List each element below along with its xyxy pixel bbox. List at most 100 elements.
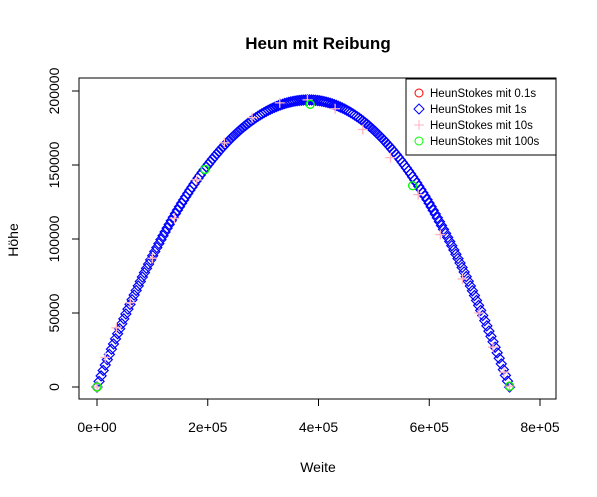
data-point: [212, 145, 225, 158]
data-point: [305, 99, 315, 109]
data-point: [105, 343, 118, 355]
data-point: [435, 229, 446, 240]
legend-label: HeunStokes mit 100s: [430, 136, 540, 148]
data-point: [272, 99, 285, 112]
data-point: [439, 227, 452, 240]
data-point: [206, 153, 219, 165]
data-point: [318, 95, 330, 108]
data-point: [140, 262, 153, 275]
data-point: [268, 101, 281, 114]
x-tick-label: 2e+05: [188, 419, 228, 435]
data-point: [429, 208, 442, 220]
data-point: [324, 97, 336, 110]
series-1: [92, 381, 515, 392]
data-point: [425, 200, 438, 213]
y-axis-label: Höhe: [5, 223, 21, 257]
data-point: [433, 215, 446, 228]
y-tick-label: 0: [46, 383, 62, 391]
data-point: [493, 352, 506, 365]
data-point: [147, 253, 158, 264]
data-point: [101, 353, 114, 366]
data-point: [499, 367, 510, 378]
data-point: [138, 266, 151, 279]
data-point: [92, 382, 102, 392]
data-point: [485, 330, 497, 343]
data-point: [421, 193, 433, 206]
data-point: [450, 248, 462, 261]
chart-title: Heun mit Reibung: [245, 34, 390, 53]
data-point: [491, 346, 504, 359]
legend-item: HeunStokes mit 0.1s: [414, 88, 536, 100]
data-point: [111, 327, 124, 340]
legend-label: HeunStokes mit 1s: [430, 104, 527, 116]
legend-item: HeunStokes mit 10s: [414, 120, 533, 132]
x-axis: 0e+00 2e+05 4e+05 6e+05 8e+05: [77, 398, 560, 435]
data-point: [163, 218, 176, 231]
legend-label: HeunStokes mit 10s: [430, 120, 533, 132]
legend-marker: [414, 88, 424, 98]
data-point: [208, 150, 221, 163]
data-point: [357, 124, 368, 135]
y-axis: 0 50000 100000 150000 200000: [46, 67, 80, 391]
data-point: [443, 235, 456, 248]
data-point: [200, 164, 210, 175]
legend-marker: [414, 120, 424, 130]
y-tick-label: 200000: [46, 67, 62, 114]
data-point: [489, 341, 501, 354]
data-point: [169, 213, 180, 224]
data-point: [148, 245, 161, 258]
legend-label: HeunStokes mit 0.1s: [430, 88, 536, 100]
x-axis-label: Weite: [300, 459, 336, 475]
data-point: [210, 148, 223, 160]
data-point: [466, 284, 479, 297]
data-point: [468, 289, 481, 302]
data-point: [504, 381, 515, 392]
y-tick-label: 150000: [46, 141, 62, 188]
legend-item: HeunStokes mit 1s: [413, 103, 527, 116]
data-point: [153, 237, 165, 250]
data-point: [452, 252, 464, 265]
x-tick-label: 0e+00: [77, 419, 117, 435]
data-point: [161, 222, 173, 235]
axes: 0e+00 2e+05 4e+05 6e+05 8e+05 0 50000 100000 150…: [46, 67, 560, 435]
data-point: [417, 186, 429, 199]
data-point: [474, 308, 485, 318]
data-point: [136, 271, 149, 283]
data-point: [191, 174, 202, 185]
data-point: [407, 181, 418, 191]
data-point: [385, 152, 396, 163]
data-point: [431, 211, 444, 224]
data-point: [132, 280, 145, 292]
data-point: [157, 229, 169, 242]
legend: HeunStokes mit 0.1s HeunStokes mit 1s Heun…: [405, 78, 557, 156]
data-point: [109, 332, 122, 345]
data-point: [120, 308, 132, 320]
data-point: [159, 226, 171, 238]
legend-marker: [414, 136, 424, 146]
data-point: [97, 364, 110, 377]
x-tick-label: 8e+05: [520, 419, 560, 435]
data-point: [441, 231, 454, 244]
data-point: [155, 233, 167, 246]
data-point: [454, 257, 466, 269]
y-tick-label: 100000: [46, 215, 62, 262]
data-point: [458, 266, 471, 278]
data-point: [125, 297, 136, 308]
data-point: [167, 211, 180, 224]
data-point: [92, 382, 102, 392]
data-point: [445, 239, 458, 252]
data-point: [219, 137, 230, 148]
data-point: [216, 141, 229, 153]
data-point: [100, 352, 111, 363]
data-point: [130, 284, 143, 297]
series-2: [91, 94, 516, 393]
data-point: [330, 103, 341, 114]
data-point: [435, 219, 448, 232]
data-point: [504, 381, 515, 391]
data-point: [134, 275, 147, 288]
data-point: [423, 197, 435, 210]
data-point: [499, 369, 512, 382]
series-4: [92, 99, 515, 392]
data-point: [478, 314, 491, 327]
data-point: [221, 136, 233, 149]
